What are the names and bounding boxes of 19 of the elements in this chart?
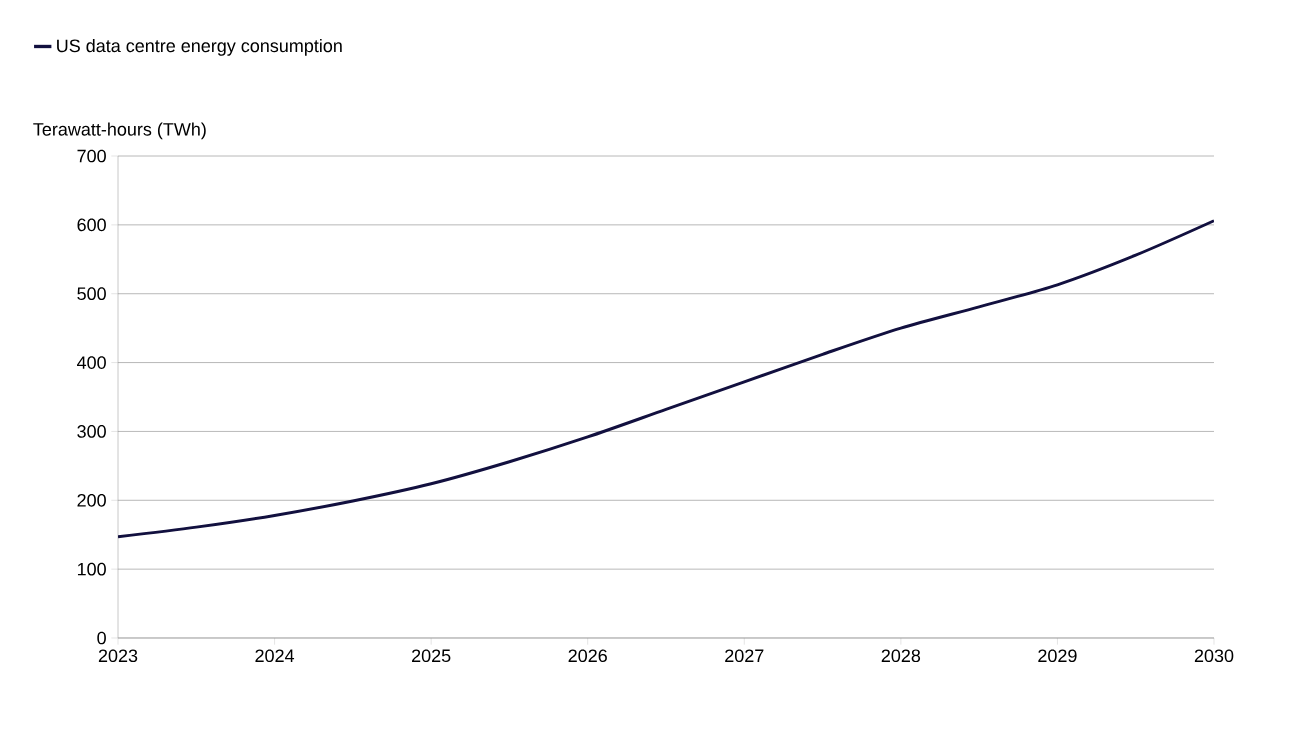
y-tick-label: 400	[77, 356, 106, 369]
x-tick-label: 2027	[725, 649, 764, 663]
y-tick-label: 500	[77, 287, 106, 301]
y-axis-title: Terawatt-hours (TWh)	[33, 122, 206, 140]
y-tick-label: 600	[77, 218, 106, 232]
x-tick-label: 2028	[881, 649, 921, 663]
y-tick-label: 300	[77, 425, 106, 438]
x-tick-label: 2024	[255, 649, 295, 663]
x-tick-label: 2026	[568, 649, 607, 663]
y-tick-label: 0	[97, 631, 106, 645]
y-tick-label: 700	[77, 149, 106, 163]
x-tick-label: 2023	[98, 649, 138, 663]
y-tick-label: 200	[77, 493, 106, 507]
line-series	[118, 219, 1214, 539]
x-tick-label: 2029	[1038, 649, 1077, 663]
x-tick-label: 2025	[412, 649, 451, 663]
legend-label: US data centre energy consumption	[57, 38, 342, 56]
y-tick-label: 100	[77, 562, 106, 576]
x-tick-label: 2030	[1194, 649, 1234, 663]
